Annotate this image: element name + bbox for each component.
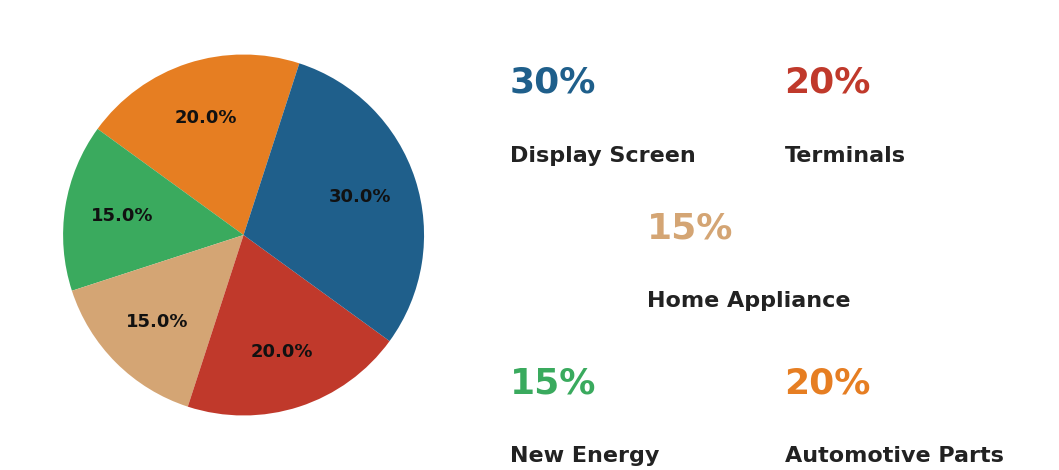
Text: 20%: 20% xyxy=(785,66,870,100)
Wedge shape xyxy=(72,235,244,407)
Text: 15.0%: 15.0% xyxy=(126,313,189,331)
Text: Display Screen: Display Screen xyxy=(510,146,696,166)
Text: New Energy: New Energy xyxy=(510,446,660,467)
Text: 15%: 15% xyxy=(647,212,734,245)
Text: 30.0%: 30.0% xyxy=(329,188,392,206)
Wedge shape xyxy=(244,63,424,341)
Text: 15%: 15% xyxy=(510,367,596,400)
Text: Home Appliance: Home Appliance xyxy=(647,291,850,312)
Text: 20%: 20% xyxy=(785,367,870,400)
Text: 30%: 30% xyxy=(510,66,596,100)
Text: 15.0%: 15.0% xyxy=(91,207,154,225)
Wedge shape xyxy=(97,55,300,235)
Text: Automotive Parts: Automotive Parts xyxy=(785,446,1003,467)
Wedge shape xyxy=(187,235,390,415)
Text: Terminals: Terminals xyxy=(785,146,905,166)
Text: 20.0%: 20.0% xyxy=(175,110,237,127)
Wedge shape xyxy=(64,129,244,291)
Text: 20.0%: 20.0% xyxy=(250,343,312,360)
